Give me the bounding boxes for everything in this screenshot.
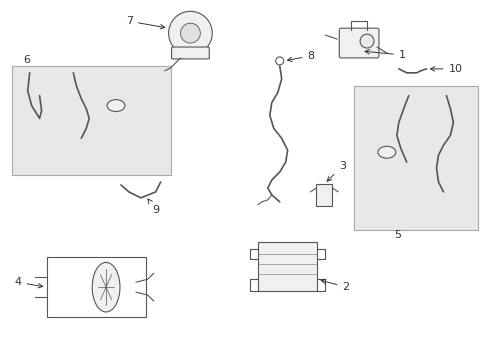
- Text: 7: 7: [126, 16, 165, 29]
- Circle shape: [276, 57, 284, 65]
- Text: 6: 6: [24, 55, 31, 65]
- Bar: [47, 257, 146, 317]
- FancyBboxPatch shape: [172, 47, 209, 59]
- Bar: [317, 184, 332, 206]
- Bar: [258, 242, 318, 291]
- FancyBboxPatch shape: [339, 28, 379, 58]
- Text: 9: 9: [148, 199, 159, 215]
- Circle shape: [169, 11, 212, 55]
- Text: 8: 8: [288, 51, 315, 62]
- Bar: [12, 66, 171, 175]
- Text: 1: 1: [365, 50, 406, 60]
- Text: 10: 10: [430, 64, 463, 74]
- Text: 3: 3: [327, 161, 346, 181]
- Ellipse shape: [378, 146, 396, 158]
- Bar: [354, 86, 478, 230]
- Ellipse shape: [92, 262, 120, 312]
- Circle shape: [360, 34, 374, 48]
- Text: 5: 5: [394, 230, 401, 239]
- Circle shape: [180, 23, 200, 43]
- Text: 4: 4: [15, 277, 43, 288]
- Ellipse shape: [107, 100, 125, 112]
- Text: 2: 2: [321, 279, 349, 292]
